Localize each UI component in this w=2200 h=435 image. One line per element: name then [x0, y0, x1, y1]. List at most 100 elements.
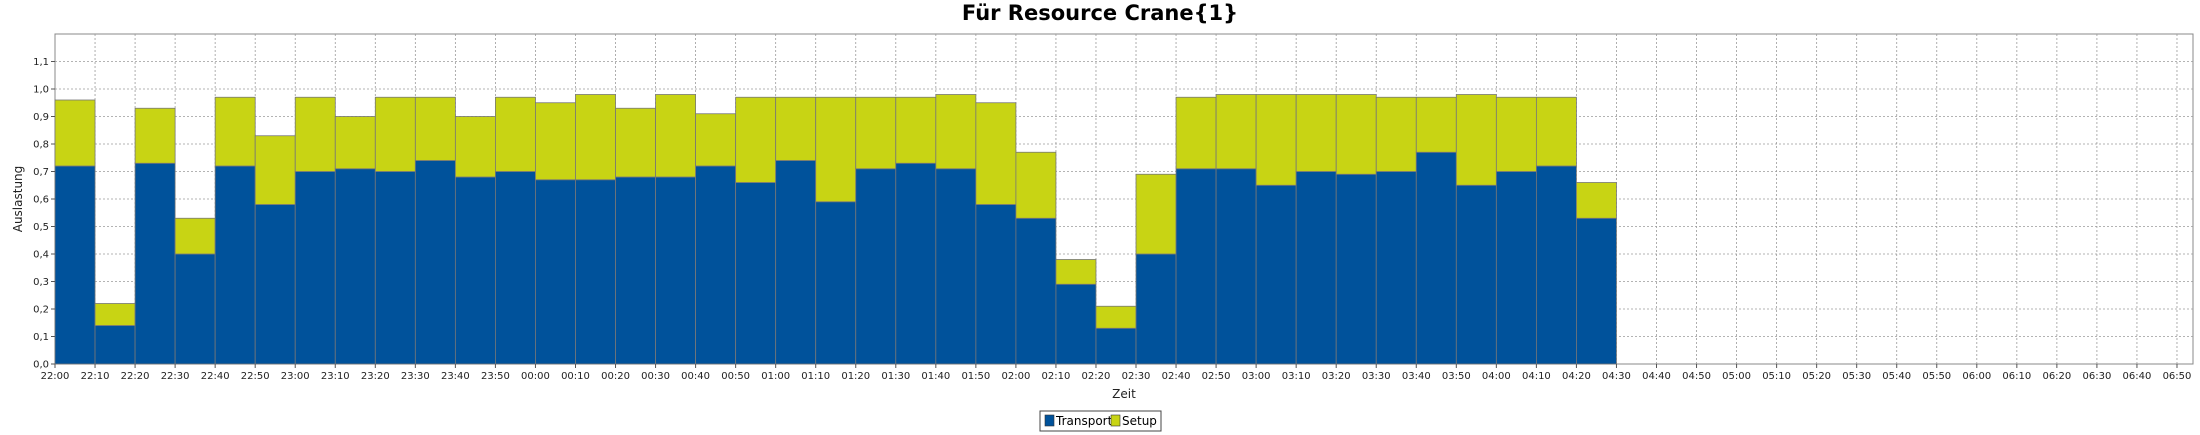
y-tick-label: 0,3 [33, 277, 49, 288]
y-tick-label: 0,5 [33, 222, 49, 233]
bar-setup [134, 107, 176, 164]
bar-transport [495, 171, 536, 365]
y-tick-label: 1,0 [33, 85, 49, 96]
bar-transport [254, 204, 296, 365]
x-tick-label: 02:10 [1042, 371, 1071, 382]
bar-transport [1576, 217, 1617, 365]
legend-swatch-transport [1044, 414, 1055, 427]
x-tick-label: 05:30 [1842, 371, 1871, 382]
bar-transport [174, 253, 216, 365]
legend-swatch-setup [1110, 414, 1121, 427]
bar-setup [1295, 94, 1337, 172]
x-tick-label: 22:10 [81, 371, 110, 382]
x-tick-label: 06:20 [2042, 371, 2071, 382]
bar-transport [535, 179, 576, 365]
bar-transport [655, 176, 696, 365]
bar-transport [855, 168, 897, 365]
bar-setup [1335, 94, 1377, 175]
bar-transport [895, 162, 937, 365]
x-tick-label: 22:00 [41, 371, 70, 382]
bar-transport [815, 201, 857, 365]
x-tick-label: 04:40 [1642, 371, 1671, 382]
bar-transport [1415, 151, 1457, 365]
x-tick-label: 01:20 [841, 371, 870, 382]
y-tick-label: 0,1 [33, 332, 49, 343]
x-tick-label: 00:40 [681, 371, 710, 382]
x-tick-label: 03:20 [1322, 371, 1351, 382]
x-axis-label: Zeit [1112, 387, 1136, 401]
x-tick-label: 06:10 [2002, 371, 2031, 382]
x-tick-label: 03:10 [1282, 371, 1311, 382]
bar-transport [454, 176, 496, 365]
x-tick-label: 03:30 [1362, 371, 1391, 382]
bar-transport [1335, 173, 1377, 365]
x-axis-ticks: 22:00 22:10 22:20 22:30 22:40 22:50 23:00 23:10… [41, 364, 2191, 382]
x-tick-label: 05:20 [1802, 371, 1831, 382]
bar-setup [1215, 94, 1257, 170]
x-tick-label: 23:20 [361, 371, 390, 382]
bar-setup [1375, 96, 1417, 172]
bar-setup [254, 135, 296, 205]
bar-setup [935, 94, 977, 170]
bar-setup [575, 94, 616, 181]
x-tick-label: 02:00 [1001, 371, 1030, 382]
bar-transport [1095, 327, 1137, 365]
bar-setup [414, 96, 456, 161]
y-tick-label: 0,6 [33, 195, 49, 206]
bar-transport [735, 182, 777, 365]
x-tick-label: 01:40 [921, 371, 950, 382]
bar-transport [615, 176, 656, 365]
bar-setup [1415, 96, 1457, 153]
bar-transport [374, 171, 416, 365]
bar-transport [1255, 184, 1297, 365]
bar-setup [615, 107, 656, 178]
x-tick-label: 22:40 [201, 371, 230, 382]
bar-setup [1095, 305, 1137, 329]
x-tick-label: 22:20 [121, 371, 150, 382]
bar-transport [334, 168, 376, 365]
x-tick-label: 00:00 [521, 371, 550, 382]
bar-transport [775, 160, 817, 365]
x-tick-label: 05:50 [1922, 371, 1951, 382]
x-tick-label: 01:30 [881, 371, 910, 382]
x-tick-label: 04:20 [1562, 371, 1591, 382]
bar-transport [975, 204, 1017, 365]
x-tick-label: 22:50 [241, 371, 270, 382]
bar-setup [1576, 182, 1617, 219]
bar-transport [1455, 184, 1497, 365]
bar-setup [1535, 96, 1577, 167]
y-tick-label: 1,1 [33, 57, 49, 68]
bar-setup [1175, 96, 1217, 170]
bar-setup [214, 96, 256, 167]
bar-transport [94, 325, 136, 365]
x-tick-label: 03:00 [1242, 371, 1271, 382]
bar-setup [334, 116, 376, 170]
bar-transport [414, 160, 456, 365]
x-tick-label: 02:50 [1202, 371, 1231, 382]
x-tick-label: 02:20 [1082, 371, 1111, 382]
bar-setup [535, 102, 576, 181]
legend-label-transport: Transport [1055, 414, 1113, 428]
bar-series [54, 94, 1617, 365]
bar-transport [214, 165, 256, 365]
x-tick-label: 05:10 [1762, 371, 1791, 382]
bar-transport [1135, 253, 1177, 365]
bar-setup [1455, 94, 1497, 186]
bar-setup [1055, 259, 1097, 285]
x-tick-label: 22:30 [161, 371, 190, 382]
x-tick-label: 04:10 [1522, 371, 1551, 382]
x-tick-label: 03:50 [1442, 371, 1471, 382]
bar-transport [1055, 283, 1097, 365]
y-axis-label: Auslastung [11, 166, 25, 233]
bar-setup [855, 96, 897, 170]
bar-transport [1175, 168, 1217, 365]
x-tick-label: 06:30 [2082, 371, 2111, 382]
x-tick-label: 04:30 [1602, 371, 1631, 382]
bar-setup [1135, 173, 1177, 255]
bar-setup [735, 96, 777, 183]
bar-setup [454, 116, 496, 178]
bar-transport [1015, 217, 1057, 365]
x-tick-label: 00:50 [721, 371, 750, 382]
y-tick-label: 0,8 [33, 140, 49, 151]
